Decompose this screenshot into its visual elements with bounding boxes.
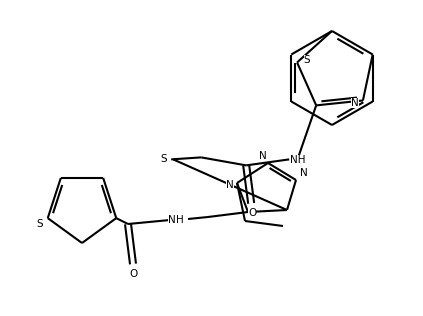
- Text: N: N: [226, 180, 234, 190]
- Text: S: S: [36, 219, 43, 229]
- Text: NH: NH: [291, 155, 306, 165]
- Text: S: S: [304, 55, 310, 65]
- Text: O: O: [248, 208, 256, 218]
- Text: O: O: [129, 269, 137, 279]
- Text: H: H: [176, 215, 184, 225]
- Text: N: N: [300, 168, 308, 178]
- Text: N: N: [168, 215, 176, 225]
- Text: S: S: [160, 155, 167, 164]
- Text: N: N: [351, 99, 359, 108]
- Text: N: N: [259, 151, 267, 161]
